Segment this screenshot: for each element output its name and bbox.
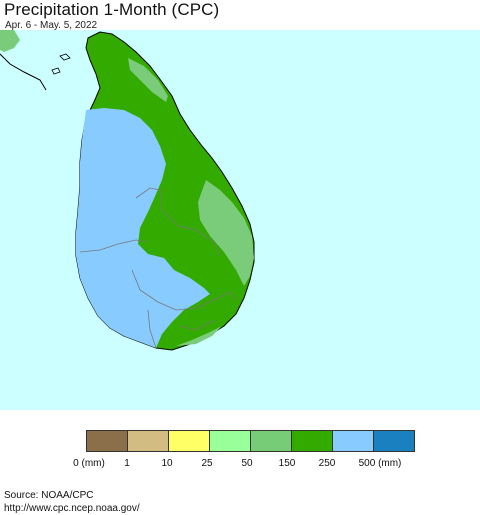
legend-swatch <box>251 431 292 451</box>
zone-250-500 <box>76 108 210 348</box>
legend-swatch <box>333 431 374 451</box>
legend-swatch <box>128 431 169 451</box>
legend-label: 250 <box>318 458 336 469</box>
color-legend <box>86 430 415 452</box>
legend-swatch <box>374 431 414 451</box>
legend-labels: 0 (mm) 1 10 25 50 150 250 500 (mm) <box>0 458 480 472</box>
legend-label: 50 <box>241 458 253 469</box>
legend-swatch <box>292 431 333 451</box>
legend-swatch <box>210 431 251 451</box>
zone-50-150-east <box>198 180 254 286</box>
source-credit: Source: NOAA/CPC http://www.cpc.ncep.noa… <box>4 489 140 515</box>
legend-swatch <box>169 431 210 451</box>
india-coastline <box>0 53 47 91</box>
legend-label: 10 <box>161 458 173 469</box>
source-url[interactable]: http://www.cpc.ncep.noaa.gov/ <box>4 503 140 514</box>
precipitation-map <box>0 30 480 410</box>
map-title: Precipitation 1-Month (CPC) <box>4 0 220 19</box>
northern-islets <box>51 53 71 75</box>
province-boundaries <box>79 187 237 349</box>
legend-label: 1 <box>124 458 130 469</box>
legend-label: 25 <box>201 458 213 469</box>
legend-label: 0 (mm) <box>73 458 105 469</box>
date-range: Apr. 6 - May. 5, 2022 <box>5 20 98 31</box>
legend-label: 150 <box>278 458 296 469</box>
zone-50-150-south <box>176 326 222 346</box>
legend-label: 500 (mm) <box>358 458 402 469</box>
legend-swatch <box>87 431 128 451</box>
source-text: Source: NOAA/CPC <box>4 490 94 501</box>
zone-50-150-north <box>128 58 168 102</box>
india-coast <box>0 30 20 52</box>
